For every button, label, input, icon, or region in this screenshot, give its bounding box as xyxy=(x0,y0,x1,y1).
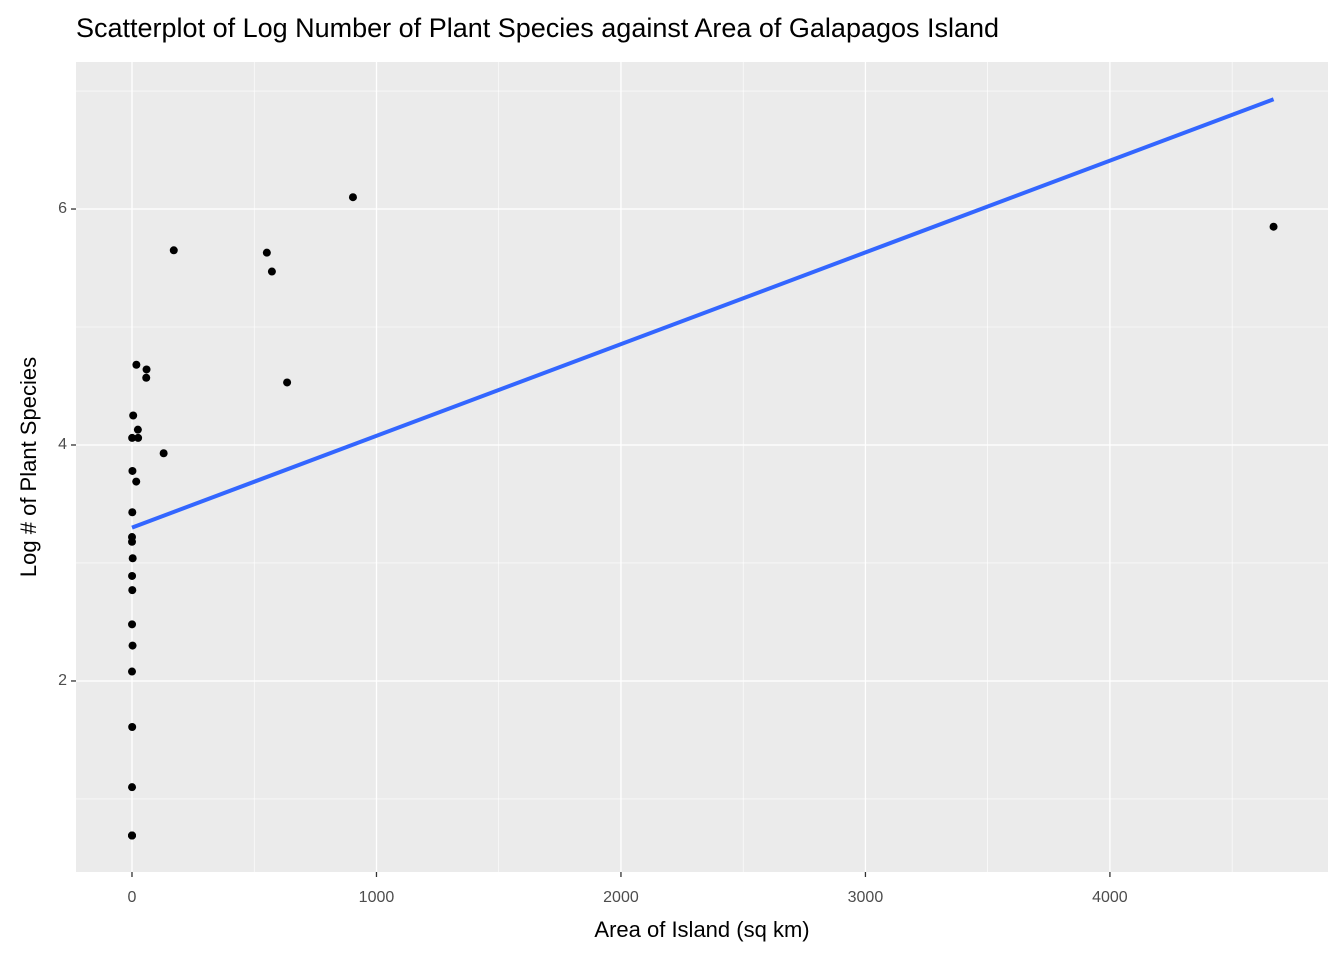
point xyxy=(348,193,357,202)
point xyxy=(128,586,137,595)
regression-line xyxy=(131,97,1275,530)
x-tick-label: 1000 xyxy=(359,889,395,906)
y-tick-label: 6 xyxy=(58,200,67,217)
y-tick-label: 2 xyxy=(58,672,67,689)
point xyxy=(283,378,292,387)
point xyxy=(128,433,137,442)
point xyxy=(132,477,141,486)
y-axis-label: Log # of Plant Species xyxy=(16,357,41,577)
point xyxy=(133,425,142,434)
point xyxy=(159,449,168,458)
point xyxy=(127,667,136,676)
point xyxy=(1269,222,1278,231)
point xyxy=(129,411,138,420)
x-axis-label: Area of Island (sq km) xyxy=(594,917,809,942)
point xyxy=(128,537,137,546)
point xyxy=(128,641,137,650)
y-tick-label: 4 xyxy=(58,436,67,453)
x-tick-label: 0 xyxy=(128,889,137,906)
x-tick-label: 3000 xyxy=(848,889,884,906)
point xyxy=(128,466,137,475)
point xyxy=(127,831,136,840)
point xyxy=(128,508,137,517)
point xyxy=(128,783,137,792)
point xyxy=(267,267,276,276)
chart-title: Scatterplot of Log Number of Plant Speci… xyxy=(76,13,999,43)
x-tick-label: 2000 xyxy=(603,889,639,906)
point xyxy=(128,620,137,629)
point xyxy=(132,360,141,369)
panel xyxy=(76,62,1328,872)
point xyxy=(128,571,137,580)
point xyxy=(142,373,151,382)
point xyxy=(262,248,271,257)
point xyxy=(128,554,137,563)
point xyxy=(134,433,143,442)
point xyxy=(169,246,178,255)
x-tick-label: 4000 xyxy=(1092,889,1128,906)
point xyxy=(128,722,137,731)
point xyxy=(142,365,151,374)
